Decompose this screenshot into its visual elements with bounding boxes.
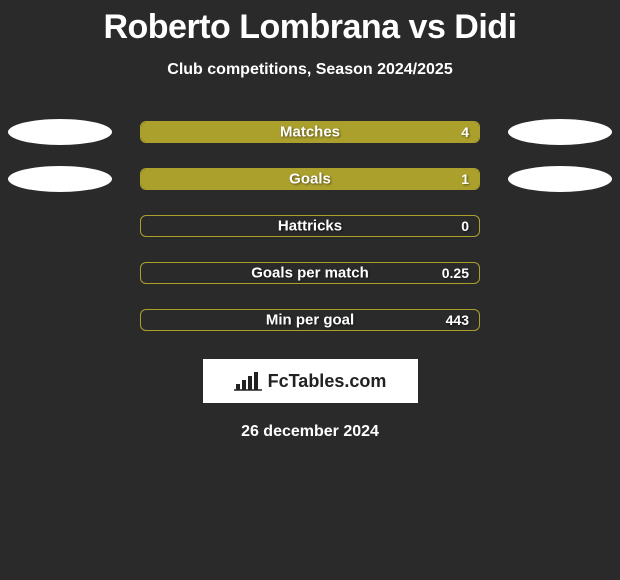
stat-row: Min per goal 443 <box>0 309 620 331</box>
player-oval-left <box>8 119 112 145</box>
stat-label: Min per goal <box>266 312 354 329</box>
stat-row: Goals 1 <box>0 168 620 190</box>
stat-value: 0.25 <box>442 265 469 281</box>
stat-label: Goals <box>289 171 331 188</box>
fctables-logo: FcTables.com <box>203 359 418 403</box>
logo-text: FcTables.com <box>268 371 387 392</box>
date-text: 26 december 2024 <box>241 423 379 441</box>
stat-value: 0 <box>461 218 469 234</box>
stat-label: Hattricks <box>278 218 342 235</box>
bar-chart-icon <box>234 370 262 392</box>
stat-value: 4 <box>461 124 469 140</box>
stat-label: Matches <box>280 124 340 141</box>
player-oval-right <box>508 166 612 192</box>
stat-bar: Goals 1 <box>140 168 480 190</box>
stat-value: 443 <box>446 312 469 328</box>
page-title: Roberto Lombrana vs Didi <box>103 8 516 47</box>
player-oval-right <box>508 119 612 145</box>
stat-bar: Min per goal 443 <box>140 309 480 331</box>
stat-value: 1 <box>461 171 469 187</box>
player-oval-left <box>8 166 112 192</box>
stat-row: Hattricks 0 <box>0 215 620 237</box>
stat-row: Matches 4 <box>0 121 620 143</box>
stats-area: Matches 4 Goals 1 Hattricks 0 Goals per match 0… <box>0 121 620 331</box>
stat-label: Goals per match <box>251 265 369 282</box>
stat-row: Goals per match 0.25 <box>0 262 620 284</box>
stat-bar: Matches 4 <box>140 121 480 143</box>
subtitle: Club competitions, Season 2024/2025 <box>167 61 452 79</box>
stat-bar: Hattricks 0 <box>140 215 480 237</box>
stat-bar: Goals per match 0.25 <box>140 262 480 284</box>
